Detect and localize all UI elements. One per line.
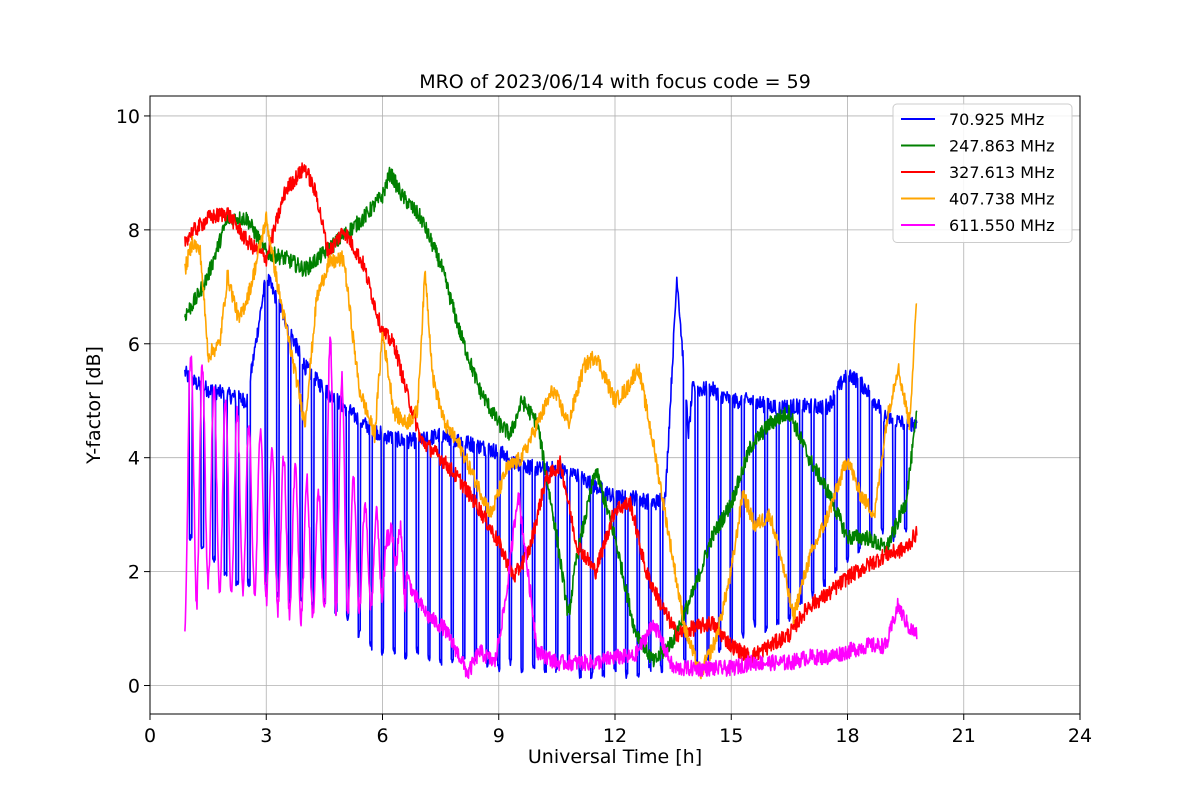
x-tick-label: 0 [144,725,156,747]
legend: 70.925 MHz 247.863 MHz 327.613 MHz 407.738 … [892,103,1073,243]
y-tick-label: 2 [128,562,140,584]
legend-label: 327.613 MHz [949,163,1054,182]
series-line-3 [184,211,918,680]
x-axis: 0 3 6 9 12 15 18 21 24 [144,714,1092,747]
x-tick-label: 6 [376,725,388,747]
x-tick-label: 9 [493,725,505,747]
x-tick-label: 24 [1068,725,1092,747]
legend-label: 611.550 MHz [949,216,1054,235]
x-tick-label: 3 [260,725,272,747]
y-tick-label: 0 [128,676,140,698]
series-layer [184,162,918,680]
y-axis-label: Y-factor [dB] [83,346,105,465]
x-tick-label: 15 [719,725,743,747]
x-tick-label: 21 [952,725,976,747]
series-line-4 [184,336,918,680]
legend-label: 407.738 MHz [949,190,1054,209]
y-axis: 0 2 4 6 8 10 [116,106,150,698]
y-tick-label: 8 [128,220,140,242]
legend-box [892,103,1073,243]
x-tick-label: 18 [835,725,859,747]
x-tick-label: 12 [603,725,627,747]
series-line-2 [184,162,918,665]
chart-title: MRO of 2023/06/14 with focus code = 59 [419,71,811,93]
y-tick-label: 4 [128,448,140,470]
x-axis-label: Universal Time [h] [528,746,702,768]
y-tick-label: 10 [116,106,140,128]
legend-label: 247.863 MHz [949,137,1054,156]
series-line-1 [184,166,918,668]
y-tick-label: 6 [128,334,140,356]
legend-label: 70.925 MHz [949,110,1044,129]
